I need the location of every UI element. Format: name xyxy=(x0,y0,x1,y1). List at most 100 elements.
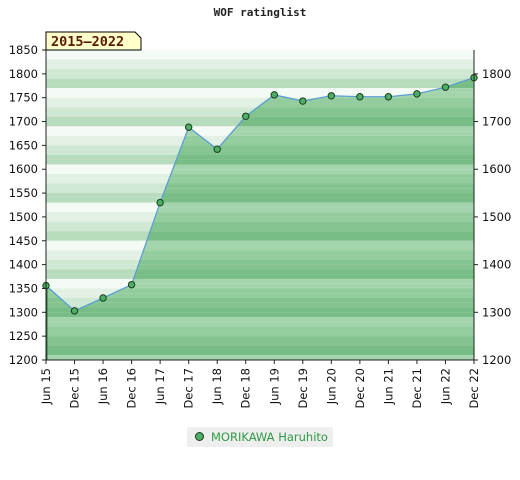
x-tick-label: Jun 17 xyxy=(153,368,167,405)
y-tick-label-left: 1400 xyxy=(9,258,38,272)
area-band xyxy=(46,212,474,217)
area-band xyxy=(46,274,474,279)
x-tick-label: Jun 16 xyxy=(96,368,110,405)
data-point xyxy=(384,93,393,101)
y-tick-label-left: 1350 xyxy=(9,281,38,295)
area-band xyxy=(46,269,474,275)
y-tick-label-right: 1600 xyxy=(482,162,511,176)
area-band xyxy=(46,236,474,241)
area-band xyxy=(46,293,474,298)
data-points xyxy=(42,73,478,315)
legend: MORIKAWA Haruhito xyxy=(187,427,333,447)
data-point xyxy=(413,90,421,98)
background-band xyxy=(46,78,474,84)
x-axis-ticks: Jun 15 Dec 15 Jun 16 Dec 16 Jun 17 Dec 17 Jun … xyxy=(39,360,481,409)
area-band xyxy=(46,207,474,213)
area-band xyxy=(46,107,474,112)
area-band xyxy=(46,154,474,160)
y-tick-label-right: 1300 xyxy=(482,305,511,319)
area-band xyxy=(46,216,474,222)
x-tick-label: Jun 18 xyxy=(210,368,224,405)
area-band xyxy=(46,336,474,341)
y-tick-label-left: 1650 xyxy=(9,138,38,152)
area-band xyxy=(46,169,474,174)
x-tick-label: Dec 22 xyxy=(467,368,481,409)
background-band xyxy=(46,64,474,70)
x-tick-label: Dec 16 xyxy=(125,368,139,409)
area-band xyxy=(46,112,474,117)
period-badge-text: 2015–2022 xyxy=(51,34,124,50)
area-band xyxy=(46,283,474,289)
y-tick-label-left: 1850 xyxy=(9,43,38,57)
series-line xyxy=(45,77,475,360)
data-point xyxy=(242,112,250,120)
area-band xyxy=(46,255,474,260)
background-band xyxy=(46,69,474,74)
area-band xyxy=(46,340,474,346)
area-band xyxy=(46,226,474,232)
y-tick-label-right: 1500 xyxy=(482,210,511,224)
y-tick-label-left: 1450 xyxy=(9,234,38,248)
x-tick-label: Dec 21 xyxy=(410,368,424,409)
area-band xyxy=(46,278,474,284)
y-tick-label-left: 1250 xyxy=(9,329,38,343)
area-band xyxy=(46,116,474,122)
data-point xyxy=(184,123,193,131)
area-band xyxy=(46,131,474,136)
series-line-path xyxy=(45,77,475,312)
area-band xyxy=(46,140,474,146)
area-band xyxy=(46,250,474,256)
area-band xyxy=(46,159,474,165)
data-point xyxy=(356,93,364,101)
data-point xyxy=(127,280,136,289)
data-point xyxy=(327,92,336,100)
background-band xyxy=(46,83,474,89)
y-tick-label-left: 1550 xyxy=(9,186,38,200)
area-band xyxy=(46,331,474,337)
data-point xyxy=(156,198,164,207)
x-tick-label: Jun 22 xyxy=(438,368,452,405)
background-band xyxy=(46,97,474,103)
area-band xyxy=(46,302,474,308)
area-band xyxy=(46,150,474,155)
y-tick-label-left: 1200 xyxy=(9,353,38,367)
y-tick-label-right: 1800 xyxy=(482,67,511,81)
area-band xyxy=(46,135,474,141)
y-axis-right-ticks: 1200 1300 1400 1500 1600 1700 1800 xyxy=(474,67,511,367)
area-band xyxy=(46,231,474,236)
area-band xyxy=(46,288,474,294)
data-point xyxy=(99,294,107,302)
background-band xyxy=(46,88,474,93)
area-band xyxy=(46,121,474,127)
x-tick-label: Dec 18 xyxy=(239,368,253,409)
area-band xyxy=(46,183,474,189)
area-band xyxy=(46,326,474,332)
y-tick-label-right: 1400 xyxy=(482,258,511,272)
area-band xyxy=(46,126,474,132)
area-band xyxy=(46,240,474,246)
legend-marker xyxy=(195,432,204,441)
area-band xyxy=(46,221,474,227)
chart-title: WOF ratinglist xyxy=(214,6,307,19)
y-tick-label-left: 1500 xyxy=(9,210,38,224)
area-band xyxy=(46,350,474,356)
data-point xyxy=(213,145,221,153)
legend-label: MORIKAWA Haruhito xyxy=(211,430,328,444)
background-band xyxy=(46,59,474,65)
data-point xyxy=(270,91,278,99)
x-tick-label: Dec 20 xyxy=(353,368,367,409)
x-tick-label: Dec 19 xyxy=(296,368,310,409)
y-tick-label-left: 1800 xyxy=(9,67,38,81)
area-band xyxy=(46,197,474,203)
area-band xyxy=(46,321,474,327)
area-band xyxy=(46,145,474,151)
background-band xyxy=(46,92,474,98)
background-band xyxy=(46,54,474,60)
area-band xyxy=(46,298,474,303)
y-tick-label-left: 1300 xyxy=(9,305,38,319)
area-band xyxy=(46,178,474,184)
area-band xyxy=(46,345,474,351)
area-band xyxy=(46,174,474,179)
area-band xyxy=(46,307,474,313)
